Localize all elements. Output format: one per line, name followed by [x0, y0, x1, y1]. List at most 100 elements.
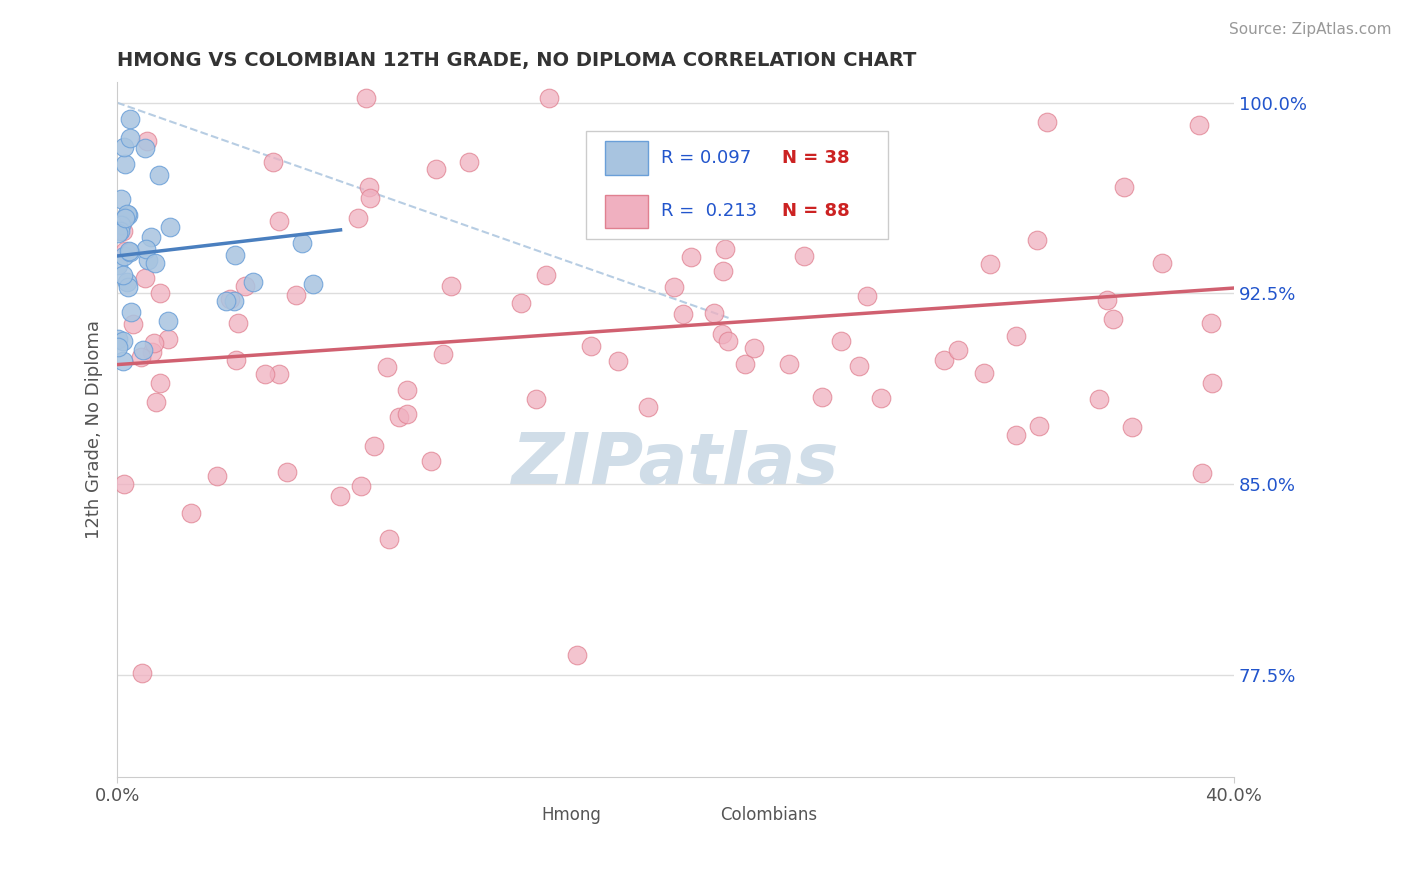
- Point: [1028, 419, 1050, 434]
- Point: [637, 400, 659, 414]
- Point: [108, 224, 131, 238]
- Point: [537, 90, 560, 104]
- Point: [291, 236, 314, 251]
- Point: [363, 438, 385, 452]
- Text: Hmong: Hmong: [541, 805, 602, 824]
- Point: [156, 332, 179, 346]
- Point: [1005, 427, 1028, 442]
- Point: [107, 332, 129, 346]
- Point: [114, 157, 136, 171]
- Point: [378, 533, 401, 547]
- Point: [1035, 114, 1057, 128]
- Point: [111, 334, 134, 349]
- Text: HMONG VS COLOMBIAN 12TH GRADE, NO DIPLOMA CORRELATION CHART: HMONG VS COLOMBIAN 12TH GRADE, NO DIPLOM…: [117, 51, 917, 70]
- Point: [1097, 293, 1119, 307]
- Point: [225, 353, 247, 368]
- Point: [1005, 329, 1028, 343]
- Point: [395, 407, 418, 421]
- FancyBboxPatch shape: [675, 808, 711, 825]
- Point: [145, 395, 167, 409]
- Point: [1026, 233, 1049, 247]
- Point: [134, 271, 156, 285]
- Point: [111, 224, 134, 238]
- Point: [1102, 312, 1125, 326]
- Point: [359, 191, 381, 205]
- Text: N = 38: N = 38: [782, 149, 849, 167]
- Point: [524, 392, 547, 406]
- Point: [156, 314, 179, 328]
- Y-axis label: 12th Grade, No Diploma: 12th Grade, No Diploma: [86, 320, 103, 539]
- Point: [347, 211, 370, 225]
- Point: [121, 318, 143, 332]
- Point: [432, 346, 454, 360]
- Point: [180, 506, 202, 520]
- Point: [115, 206, 138, 220]
- Point: [1188, 118, 1211, 132]
- Point: [388, 409, 411, 424]
- Point: [778, 357, 800, 371]
- Text: N = 88: N = 88: [782, 202, 849, 220]
- Point: [112, 140, 135, 154]
- FancyBboxPatch shape: [605, 141, 648, 175]
- Point: [143, 335, 166, 350]
- Point: [973, 366, 995, 380]
- Point: [131, 666, 153, 681]
- Point: [135, 134, 157, 148]
- Point: [1152, 256, 1174, 270]
- Point: [681, 250, 703, 264]
- Point: [1087, 392, 1109, 406]
- Text: R =  0.213: R = 0.213: [661, 202, 756, 220]
- Point: [856, 289, 879, 303]
- Point: [276, 465, 298, 479]
- Point: [848, 359, 870, 373]
- Point: [117, 276, 139, 290]
- Point: [375, 359, 398, 374]
- Point: [359, 180, 381, 194]
- Text: Source: ZipAtlas.com: Source: ZipAtlas.com: [1229, 22, 1392, 37]
- Point: [120, 131, 142, 145]
- Point: [606, 354, 628, 368]
- Point: [329, 489, 352, 503]
- Point: [285, 287, 308, 301]
- Point: [581, 338, 603, 352]
- Point: [136, 253, 159, 268]
- Point: [509, 296, 531, 310]
- Point: [711, 264, 734, 278]
- Point: [354, 91, 377, 105]
- Point: [110, 218, 132, 232]
- Point: [262, 155, 284, 169]
- Point: [159, 219, 181, 234]
- Point: [112, 249, 135, 263]
- Point: [143, 256, 166, 270]
- Point: [350, 479, 373, 493]
- Point: [242, 275, 264, 289]
- FancyBboxPatch shape: [605, 194, 648, 228]
- Point: [129, 351, 152, 365]
- Point: [110, 192, 132, 206]
- Point: [114, 244, 136, 258]
- Text: Colombians: Colombians: [720, 805, 817, 824]
- Point: [148, 168, 170, 182]
- Point: [224, 293, 246, 308]
- Point: [979, 257, 1001, 271]
- Point: [1114, 180, 1136, 194]
- Point: [224, 248, 246, 262]
- Point: [118, 112, 141, 127]
- Text: ZIPatlas: ZIPatlas: [512, 430, 839, 499]
- Point: [233, 279, 256, 293]
- Point: [107, 226, 129, 240]
- Point: [419, 454, 441, 468]
- Point: [149, 376, 172, 390]
- Point: [135, 242, 157, 256]
- FancyBboxPatch shape: [586, 131, 887, 238]
- Point: [132, 343, 155, 358]
- Point: [1121, 420, 1143, 434]
- Point: [440, 278, 463, 293]
- Point: [662, 280, 685, 294]
- Point: [139, 230, 162, 244]
- Point: [207, 469, 229, 483]
- Point: [107, 258, 129, 272]
- Point: [120, 305, 142, 319]
- Point: [117, 244, 139, 258]
- Point: [1199, 316, 1222, 330]
